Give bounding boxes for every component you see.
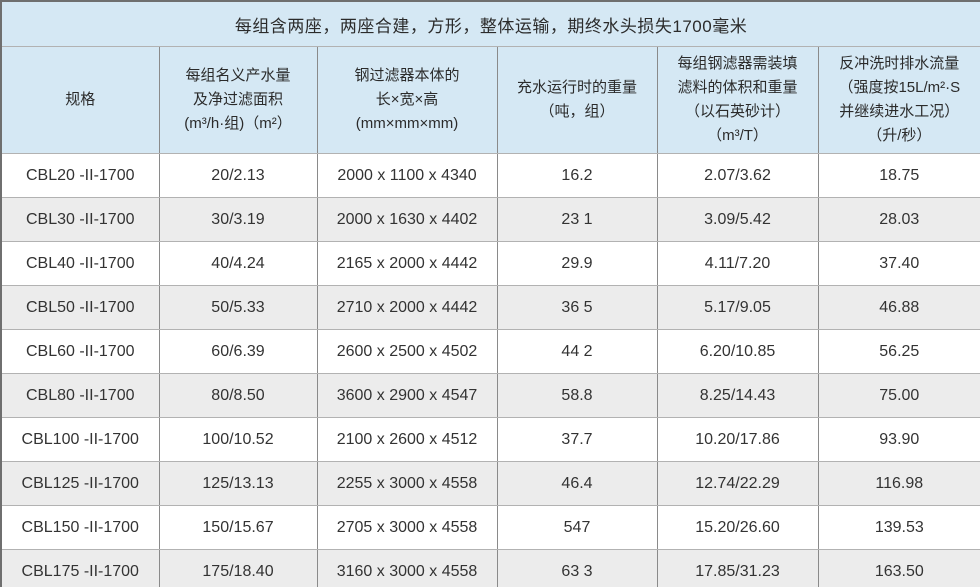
column-header-line: （m³/T） [707, 127, 768, 144]
value-cell: 100/10.52 [158, 417, 318, 462]
value-cell: 29.9 [496, 241, 658, 286]
table-row: CBL125 -II-1700 125/13.13 2255 x 3000 x 45… [0, 461, 980, 506]
value-cell: 20/2.13 [158, 153, 318, 198]
table-row: CBL40 -II-1700 40/4.24 2165 x 2000 x 4442 2… [0, 241, 980, 286]
column-header-line: （升/秒） [867, 127, 932, 144]
value-cell: 58.8 [496, 373, 658, 418]
value-cell: 2165 x 2000 x 4442 [316, 241, 498, 286]
value-cell: 2705 x 3000 x 4558 [316, 505, 498, 550]
spec-model-cell: CBL125 -II-1700 [0, 461, 160, 506]
value-cell: 63 3 [496, 549, 658, 587]
table-header-row: 规格 每组名义产水量 及净过滤面积 (m³/h·组)（m²） 钢过滤器本体的 长×宽×高 (… [0, 46, 980, 154]
value-cell: 2255 x 3000 x 4558 [316, 461, 498, 506]
value-cell: 17.85/31.23 [656, 549, 819, 587]
value-cell: 3160 x 3000 x 4558 [316, 549, 498, 587]
value-cell: 2100 x 2600 x 4512 [316, 417, 498, 462]
value-cell: 163.50 [817, 549, 980, 587]
column-header-line: （强度按15L/m²·S [838, 79, 961, 96]
value-cell: 18.75 [817, 153, 980, 198]
table-row: CBL50 -II-1700 50/5.33 2710 x 2000 x 4442 3… [0, 285, 980, 330]
column-header-1: 每组名义产水量 及净过滤面积 (m³/h·组)（m²） [158, 46, 318, 154]
table-row: CBL100 -II-1700 100/10.52 2100 x 2600 x 45… [0, 417, 980, 462]
value-cell: 2710 x 2000 x 4442 [316, 285, 498, 330]
value-cell: 46.88 [817, 285, 980, 330]
column-header-2: 钢过滤器本体的 长×宽×高 (mm×mm×mm) [316, 46, 498, 154]
value-cell: 44 2 [496, 329, 658, 374]
value-cell: 36 5 [496, 285, 658, 330]
column-header-line: 长×宽×高 [375, 91, 439, 108]
value-cell: 2600 x 2500 x 4502 [316, 329, 498, 374]
column-header-line: （以石英砂计） [684, 103, 790, 120]
value-cell: 30/3.19 [158, 197, 318, 242]
table-row: CBL175 -II-1700 175/18.40 3160 x 3000 x 45… [0, 549, 980, 587]
value-cell: 116.98 [817, 461, 980, 506]
column-header-line: 钢过滤器本体的 [354, 67, 460, 84]
table-body: CBL20 -II-1700 20/2.13 2000 x 1100 x 4340 1… [0, 153, 980, 587]
table-title-row: 每组含两座，两座合建，方形，整体运输，期终水头损失1700毫米 [0, 0, 980, 47]
table-title: 每组含两座，两座合建，方形，整体运输，期终水头损失1700毫米 [0, 0, 980, 47]
value-cell: 50/5.33 [158, 285, 318, 330]
table-row: CBL20 -II-1700 20/2.13 2000 x 1100 x 4340 1… [0, 153, 980, 198]
value-cell: 6.20/10.85 [656, 329, 819, 374]
value-cell: 75.00 [817, 373, 980, 418]
column-header-line: 及净过滤面积 [192, 91, 283, 108]
value-cell: 125/13.13 [158, 461, 318, 506]
spec-model-cell: CBL100 -II-1700 [0, 417, 160, 462]
value-cell: 28.03 [817, 197, 980, 242]
value-cell: 2000 x 1630 x 4402 [316, 197, 498, 242]
spec-model-cell: CBL20 -II-1700 [0, 153, 160, 198]
table-row: CBL150 -II-1700 150/15.67 2705 x 3000 x 45… [0, 505, 980, 550]
value-cell: 8.25/14.43 [656, 373, 819, 418]
value-cell: 10.20/17.86 [656, 417, 819, 462]
value-cell: 150/15.67 [158, 505, 318, 550]
spec-model-cell: CBL175 -II-1700 [0, 549, 160, 587]
value-cell: 37.7 [496, 417, 658, 462]
column-header-line: 充水运行时的重量 [516, 79, 637, 96]
table-row: CBL30 -II-1700 30/3.19 2000 x 1630 x 4402 2… [0, 197, 980, 242]
column-header-line: 反冲洗时排水流量 [839, 55, 960, 72]
column-header-line: 每组名义产水量 [185, 67, 291, 84]
value-cell: 23 1 [496, 197, 658, 242]
column-header-line: 规格 [65, 91, 96, 108]
table-row: CBL60 -II-1700 60/6.39 2600 x 2500 x 4502 4… [0, 329, 980, 374]
value-cell: 60/6.39 [158, 329, 318, 374]
column-header-line: (m³/h·组)（m²） [184, 115, 292, 132]
value-cell: 4.11/7.20 [656, 241, 819, 286]
value-cell: 93.90 [817, 417, 980, 462]
column-header-line: 滤料的体积和重量 [677, 79, 798, 96]
value-cell: 40/4.24 [158, 241, 318, 286]
value-cell: 15.20/26.60 [656, 505, 819, 550]
column-header-0: 规格 [0, 46, 160, 154]
value-cell: 56.25 [817, 329, 980, 374]
value-cell: 3600 x 2900 x 4547 [316, 373, 498, 418]
column-header-line: (mm×mm×mm) [355, 115, 459, 132]
value-cell: 175/18.40 [158, 549, 318, 587]
value-cell: 2000 x 1100 x 4340 [316, 153, 498, 198]
column-header-line: 每组钢滤器需装填 [677, 55, 798, 72]
spec-model-cell: CBL30 -II-1700 [0, 197, 160, 242]
spec-model-cell: CBL40 -II-1700 [0, 241, 160, 286]
value-cell: 80/8.50 [158, 373, 318, 418]
spec-model-cell: CBL150 -II-1700 [0, 505, 160, 550]
value-cell: 46.4 [496, 461, 658, 506]
value-cell: 16.2 [496, 153, 658, 198]
value-cell: 2.07/3.62 [656, 153, 819, 198]
column-header-4: 每组钢滤器需装填 滤料的体积和重量 （以石英砂计） （m³/T） [656, 46, 819, 154]
spec-model-cell: CBL80 -II-1700 [0, 373, 160, 418]
spec-model-cell: CBL50 -II-1700 [0, 285, 160, 330]
column-header-line: （吨，组） [539, 103, 615, 120]
value-cell: 139.53 [817, 505, 980, 550]
table-row: CBL80 -II-1700 80/8.50 3600 x 2900 x 4547 5… [0, 373, 980, 418]
column-header-line: 并继续进水工况） [839, 103, 960, 120]
value-cell: 37.40 [817, 241, 980, 286]
column-header-3: 充水运行时的重量 （吨，组） [496, 46, 658, 154]
value-cell: 12.74/22.29 [656, 461, 819, 506]
value-cell: 3.09/5.42 [656, 197, 819, 242]
column-header-5: 反冲洗时排水流量 （强度按15L/m²·S 并继续进水工况） （升/秒） [817, 46, 980, 154]
value-cell: 547 [496, 505, 658, 550]
spec-model-cell: CBL60 -II-1700 [0, 329, 160, 374]
value-cell: 5.17/9.05 [656, 285, 819, 330]
